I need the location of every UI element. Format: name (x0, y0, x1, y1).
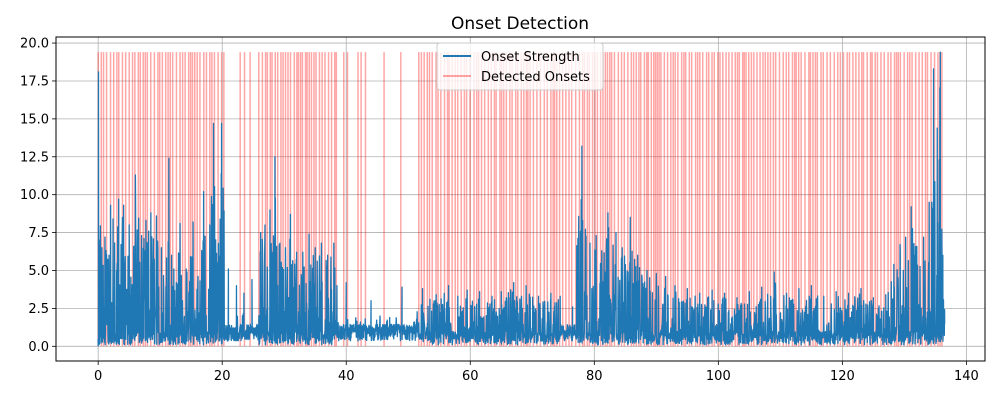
y-tick-label: 17.5 (20, 74, 49, 89)
y-tick-label: 5.0 (28, 264, 49, 279)
x-axis-ticks: 0 20 40 60 80 100 120 140 (94, 361, 979, 384)
x-tick-label: 40 (338, 369, 355, 384)
x-tick-label: 100 (706, 369, 731, 384)
x-tick-label: 60 (462, 369, 479, 384)
x-tick-label: 0 (94, 369, 102, 384)
legend-box (436, 42, 604, 91)
legend-label-detected-onsets: Detected Onsets (481, 70, 590, 85)
x-tick-label: 20 (214, 369, 231, 384)
y-tick-label: 10.0 (20, 188, 49, 203)
onset-strength-layer (97, 51, 946, 347)
legend: Onset Strength Detected Onsets (436, 42, 604, 91)
x-tick-label: 120 (830, 369, 855, 384)
x-tick-label: 80 (586, 369, 603, 384)
onset-strength-line (97, 51, 946, 347)
x-tick-label: 140 (954, 369, 979, 384)
plot-frame (55, 36, 986, 362)
y-tick-label: 7.5 (28, 226, 49, 241)
y-tick-label: 0.0 (28, 340, 49, 355)
y-tick-label: 12.5 (20, 150, 49, 165)
y-axis-ticks: 0.0 2.5 5.0 7.5 10.0 12.5 15.0 17.5 20.0 (20, 37, 56, 355)
legend-label-onset-strength: Onset Strength (481, 50, 580, 65)
chart-title: Onset Detection (451, 14, 589, 34)
y-tick-label: 15.0 (20, 112, 49, 127)
y-tick-label: 20.0 (20, 37, 49, 52)
y-tick-label: 2.5 (28, 302, 49, 317)
